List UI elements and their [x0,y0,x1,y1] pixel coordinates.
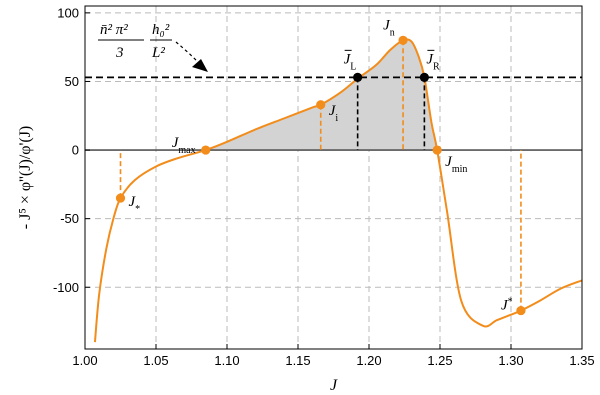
ticks-layer: 1.00 1.05 1.10 1.15 1.20 1.25 1.30 1.35 -100 -50 0… [53,5,595,368]
point-label: J* [129,194,141,215]
point-marker [115,193,126,203]
formula-arrow [175,41,201,65]
formula-arrow-head [192,59,208,72]
drop-lines-layer [119,40,522,311]
formula-numerator-left: n̄² π² [100,22,128,38]
point-label: J* [501,296,513,314]
y-tick-label: -100 [53,280,79,295]
x-tick-label: 1.35 [569,353,594,368]
points-layer [115,35,526,316]
shaded-area-layer [205,39,438,151]
point-label: Jmax [172,135,196,156]
point-marker [353,72,363,82]
x-tick-label: 1.15 [285,353,310,368]
curve-layer [93,38,582,343]
x-tick-label: 1.00 [72,353,97,368]
plot-frame [84,5,583,350]
y-tick-label: 50 [65,74,79,89]
point-label: JR [426,51,440,72]
x-tick-label: 1.25 [427,353,452,368]
point-label: Jmin [445,154,467,175]
point-label: Ji [329,103,339,124]
point-marker [419,72,429,82]
point-marker [201,145,211,155]
x-tick-label: 1.10 [214,353,239,368]
y-tick-label: 100 [57,5,79,20]
formula-denominator-left: 3 [115,45,124,61]
point-labels-layer: J* Jmax Ji JL Jn JR Jmin J* [129,17,513,313]
x-tick-label: 1.30 [498,353,523,368]
formula-numerator-right: h₀² [152,22,170,38]
y-axis-label: - J⁵ × φ''(J)/φ'(J) [17,126,34,229]
point-marker [316,100,326,110]
point-marker [398,35,408,45]
shaded-region [205,39,438,151]
formula-annotation: n̄² π² 3 h₀² L² [98,22,208,72]
point-marker [516,305,526,316]
y-tick-label: -50 [60,211,79,226]
reference-lines-layer [85,76,582,151]
series-curve [93,38,582,343]
formula-denominator-right: L² [151,45,165,61]
point-label: JL [344,51,357,72]
x-tick-label: 1.20 [356,353,381,368]
point-label: Jn [383,17,395,38]
x-tick-label: 1.05 [143,353,168,368]
x-axis-label: J [330,377,338,394]
y-tick-label: 0 [72,143,79,158]
point-marker [432,145,442,155]
